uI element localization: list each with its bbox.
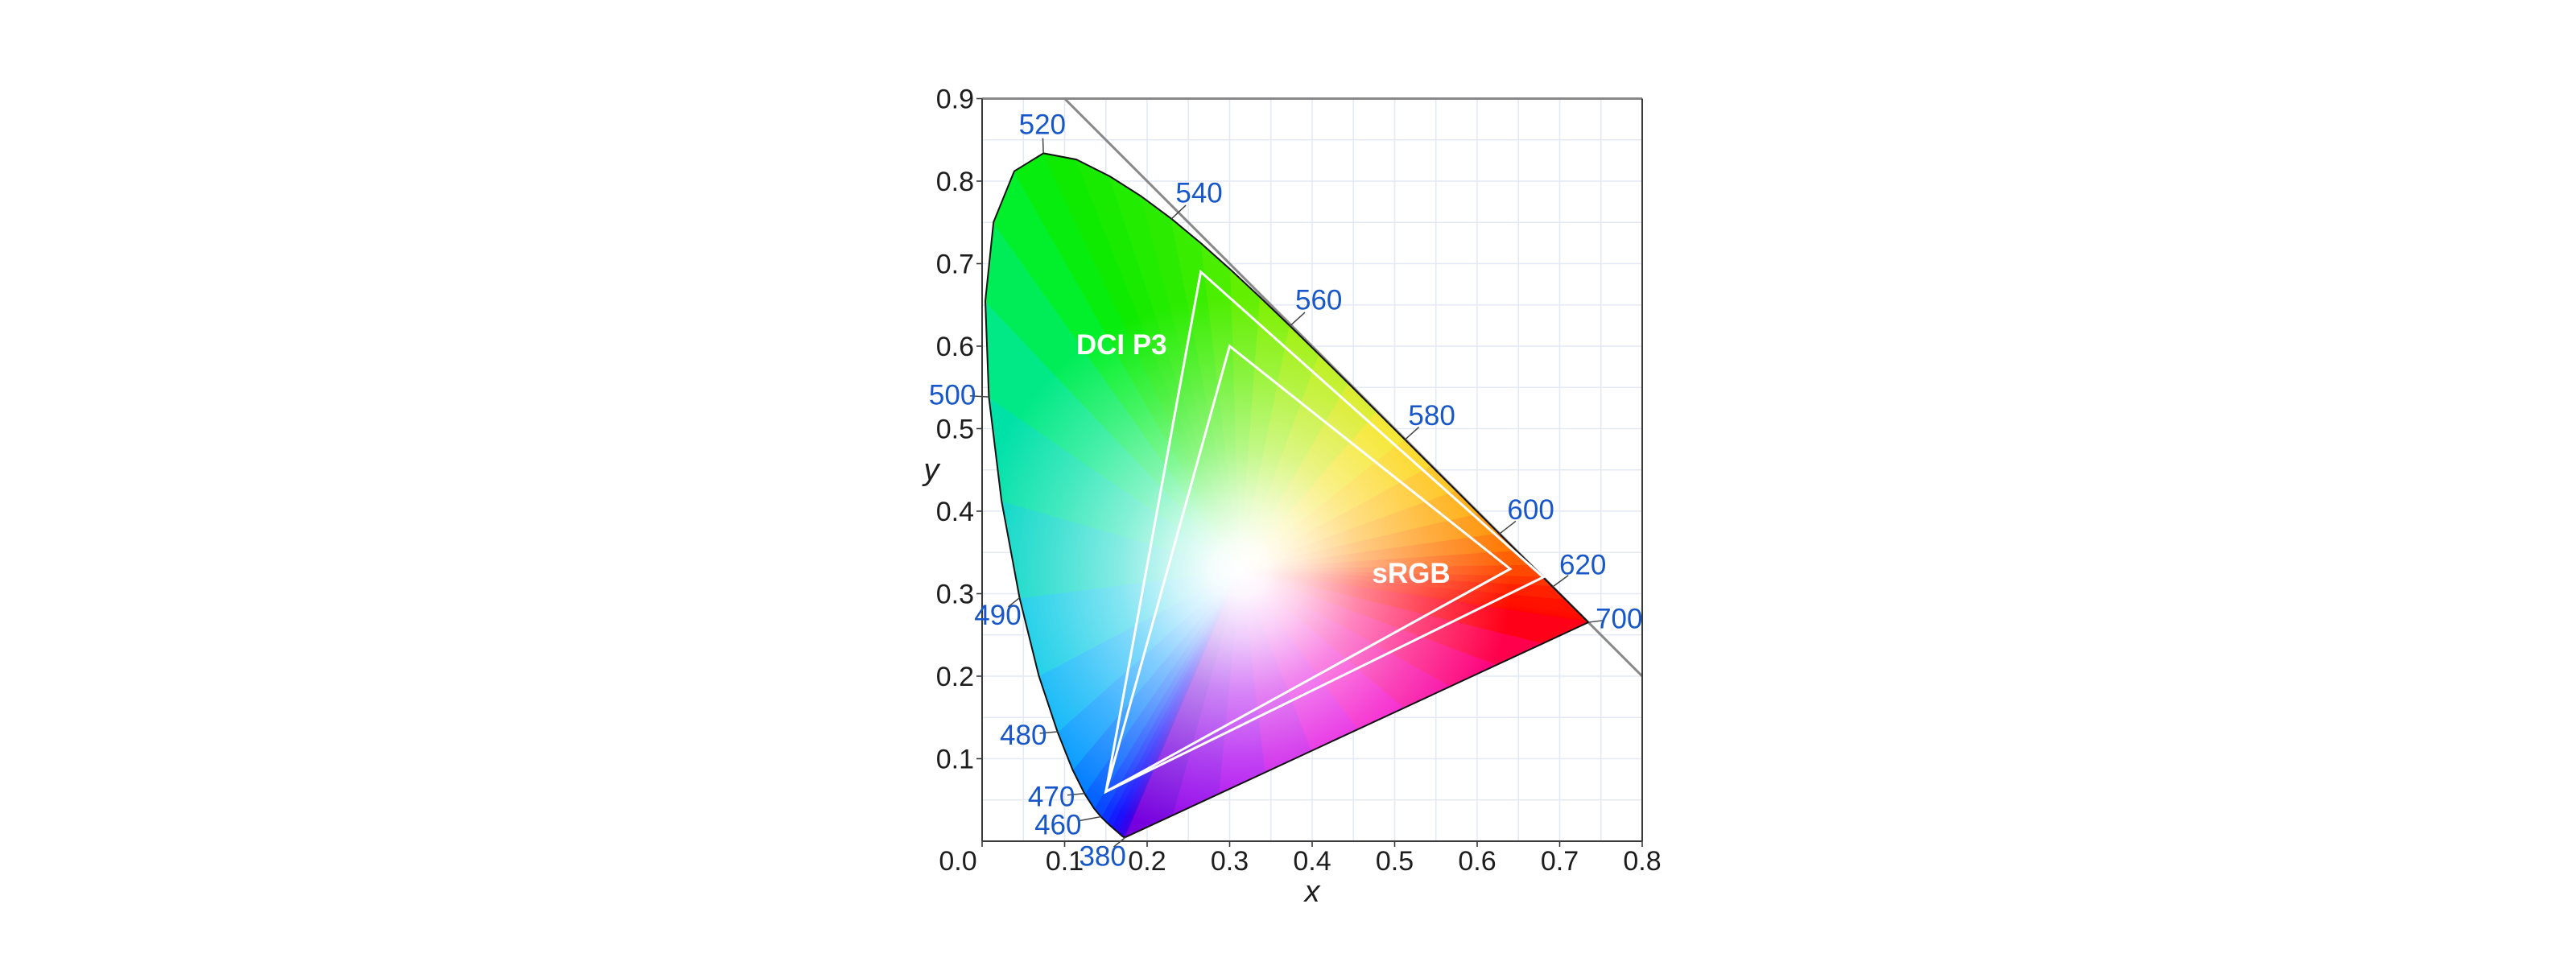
y-tick-label: 0.4 (936, 497, 974, 527)
axes-frame (981, 97, 1643, 842)
x-tick-label: 0.2 (1128, 846, 1166, 877)
wavelength-label-480: 480 (1000, 720, 1046, 751)
y-tick-label: 0.9 (936, 85, 974, 115)
gamut-label-dci-p3: DCI P3 (1076, 329, 1167, 361)
x-tick-label: 0.8 (1623, 846, 1661, 877)
y-tick-label: 0.7 (936, 250, 974, 280)
wavelength-tick-380 (1113, 836, 1126, 848)
wavelength-tick-560 (1289, 312, 1306, 327)
wavelength-tick-520 (1042, 138, 1044, 154)
x-tick-label: 0.0 (939, 846, 976, 877)
wavelength-label-540: 540 (1175, 177, 1222, 208)
wavelength-tick-620 (1552, 575, 1569, 588)
wavelength-label-600: 600 (1507, 494, 1554, 526)
wavelength-tick-490 (1007, 597, 1021, 608)
y-tick-label: 0.2 (936, 662, 974, 692)
wavelength-tick-480 (1039, 731, 1058, 734)
gamut-triangle-dci-p3 (1104, 269, 1546, 795)
x-tick-label: 0.1 (1046, 846, 1084, 877)
wavelength-label-460: 460 (1034, 810, 1081, 841)
wavelength-label-560: 560 (1295, 285, 1342, 316)
x-tick-label: 0.6 (1458, 846, 1496, 877)
wavelength-tick-470 (1067, 793, 1085, 796)
x-axis-label: x (1303, 875, 1322, 909)
y-tick-label: 0.5 (936, 415, 974, 445)
y-tick-label: 0.6 (936, 332, 974, 362)
wavelength-label-470: 470 (1028, 782, 1075, 813)
wavelength-label-580: 580 (1408, 400, 1455, 431)
x-tick-label: 0.4 (1293, 846, 1331, 877)
wavelength-label-500: 500 (929, 379, 976, 411)
wavelength-tick-540 (1170, 204, 1187, 220)
gamut-label-srgb: sRGB (1372, 558, 1450, 589)
gamut-triangle-srgb (1104, 344, 1513, 795)
y-tick-label: 0.3 (936, 580, 974, 610)
wavelength-label-620: 620 (1559, 550, 1606, 581)
x-tick-label: 0.5 (1376, 846, 1414, 877)
wavelength-tick-500 (969, 395, 989, 398)
wavelength-label-490: 490 (974, 600, 1021, 631)
wavelength-tick-600 (1499, 520, 1517, 535)
wavelength-label-700: 700 (1596, 603, 1642, 634)
y-axis-label: y (922, 453, 941, 487)
wavelength-tick-580 (1404, 427, 1420, 440)
wavelength-tick-700 (1587, 619, 1605, 623)
y-tick-label: 0.1 (936, 745, 974, 775)
y-tick-label: 0.8 (936, 167, 974, 197)
x-tick-label: 0.7 (1541, 846, 1579, 877)
wavelength-label-380: 380 (1079, 840, 1125, 872)
wavelength-tick-460 (1078, 815, 1101, 822)
wavelength-label-520: 520 (1019, 109, 1066, 140)
axis-ticks: 0.0 0.1 0.2 0.3 0.4 0.5 0.6 0.7 0.8 0.1 0.2 0.3 0.4 0… (936, 85, 1662, 877)
x-tick-label: 0.3 (1211, 846, 1249, 877)
